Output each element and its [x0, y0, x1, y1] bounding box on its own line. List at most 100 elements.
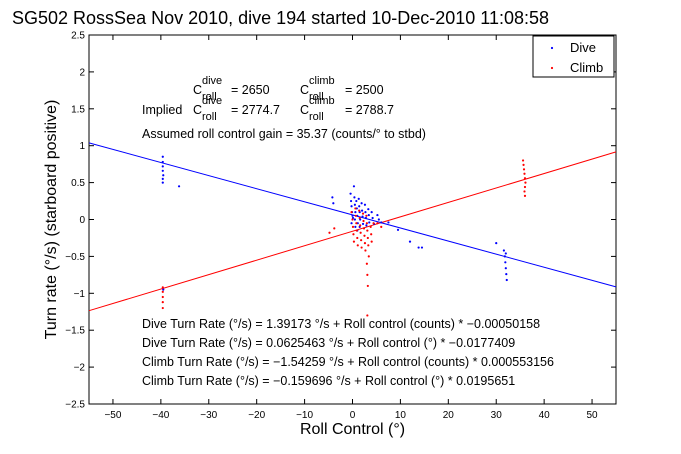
dive-point	[380, 221, 383, 224]
dive-point	[505, 273, 508, 276]
climb-point	[352, 233, 355, 236]
dive-point	[420, 246, 424, 249]
climb-point	[161, 290, 164, 293]
y-tick-label: 0.5	[71, 178, 85, 189]
dive-point	[360, 209, 364, 212]
climb-point	[363, 242, 367, 245]
dive-point	[352, 185, 356, 188]
climb-point	[359, 224, 362, 227]
climb-point	[363, 234, 366, 237]
dive-point	[387, 221, 390, 224]
dive-point	[365, 224, 368, 227]
dive-point	[353, 218, 356, 221]
y-ticks: −2.5 −2 −1.5 −1 −0.5 0 0.5 1 1.5 2 2.5	[65, 31, 616, 411]
climb-point	[333, 227, 336, 230]
implied-dive: C dive roll = 2774.7	[193, 95, 280, 123]
dive-point	[354, 225, 357, 228]
dive-point	[353, 196, 356, 199]
dive-point	[367, 213, 370, 217]
coef-dive-symbol: C	[193, 83, 202, 97]
climb-point	[358, 209, 361, 212]
climb-point	[355, 229, 358, 232]
y-tick-label: 2.5	[71, 31, 85, 42]
dive-point	[161, 177, 164, 181]
legend-label-climb: Climb	[570, 60, 603, 75]
legend-label-dive: Dive	[570, 40, 596, 55]
dive-point	[361, 222, 365, 226]
fit-equation: Dive Turn Rate (°/s) = 1.39173 °/s + Rol…	[142, 317, 540, 331]
legend-marker-dive	[550, 46, 554, 50]
legend: Dive Climb	[532, 35, 615, 78]
climb-point	[350, 211, 353, 214]
dive-point	[376, 213, 379, 217]
climb-point	[366, 273, 369, 276]
dive-point	[377, 218, 380, 221]
dive-point	[370, 211, 373, 214]
climb-point	[360, 246, 363, 249]
dive-point	[177, 185, 181, 188]
climb-point	[365, 222, 368, 225]
climb-point	[354, 214, 357, 217]
y-tick-label: 1	[79, 141, 85, 152]
y-tick-label: 2	[79, 67, 85, 78]
x-tick-label: −20	[248, 410, 265, 421]
implied-label: Implied	[142, 103, 182, 117]
implied-climb-symbol: C	[300, 103, 309, 117]
coef-climb-sup: climb	[309, 75, 335, 87]
implied-climb-sup: climb	[309, 95, 335, 107]
coef-climb-value: = 2500	[345, 83, 384, 97]
dive-point	[161, 155, 164, 158]
climb-point	[521, 159, 525, 162]
dive-point	[332, 202, 335, 205]
y-tick-label: −1	[74, 289, 86, 300]
fit-equation: Climb Turn Rate (°/s) = −0.159696 °/s + …	[142, 374, 515, 388]
climb-point	[356, 244, 359, 247]
dive-point	[361, 215, 364, 218]
climb-point	[523, 172, 526, 175]
legend-box	[532, 35, 615, 78]
dive-point	[504, 267, 507, 270]
dive-point	[504, 261, 507, 264]
climb-point	[367, 244, 370, 247]
x-tick-label: −40	[152, 410, 169, 421]
climb-point	[351, 225, 355, 228]
dive-point	[162, 174, 165, 177]
climb-point	[161, 301, 164, 304]
chart-title: SG502 RossSea Nov 2010, dive 194 started…	[12, 8, 549, 28]
climb-fit-line	[88, 151, 617, 312]
legend-marker-climb	[550, 66, 554, 70]
dive-point	[349, 199, 353, 203]
climb-point	[365, 262, 368, 265]
climb-point	[365, 214, 368, 217]
dive-point	[351, 214, 354, 217]
climb-point	[161, 286, 164, 289]
coef-dive-value: = 2650	[231, 83, 270, 97]
climb-point	[522, 168, 526, 171]
climb-point	[523, 177, 527, 180]
climb-point	[359, 231, 362, 234]
dive-point	[350, 205, 353, 208]
x-tick-label: 30	[491, 410, 503, 421]
dive-point	[331, 196, 334, 199]
coef-dive: C dive roll = 2650	[193, 75, 270, 103]
dive-point	[364, 216, 368, 220]
climb-point	[372, 222, 375, 225]
coef-climb: C climb roll = 2500	[300, 75, 384, 103]
climb-point	[523, 185, 527, 189]
x-tick-label: 50	[586, 410, 598, 421]
climb-point	[367, 255, 370, 258]
x-ticks: −50 −40 −30 −20 −10 0 10 20 30 40 50	[104, 35, 598, 421]
dive-point	[502, 249, 505, 252]
climb-point	[522, 163, 525, 166]
dive-point	[504, 252, 507, 255]
dive-point	[360, 202, 363, 205]
x-tick-label: 10	[395, 410, 407, 421]
implied-dive-sub: roll	[202, 111, 217, 123]
dive-point	[367, 208, 370, 211]
climb-point	[366, 236, 369, 240]
dive-point	[368, 221, 371, 224]
dive-point	[364, 211, 367, 214]
implied-climb: C climb roll = 2788.7	[300, 95, 394, 123]
dive-point	[363, 203, 367, 206]
